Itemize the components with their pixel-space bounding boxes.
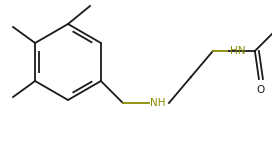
Text: NH: NH [150,98,165,108]
Text: O: O [257,85,265,95]
Text: HN: HN [230,46,245,56]
